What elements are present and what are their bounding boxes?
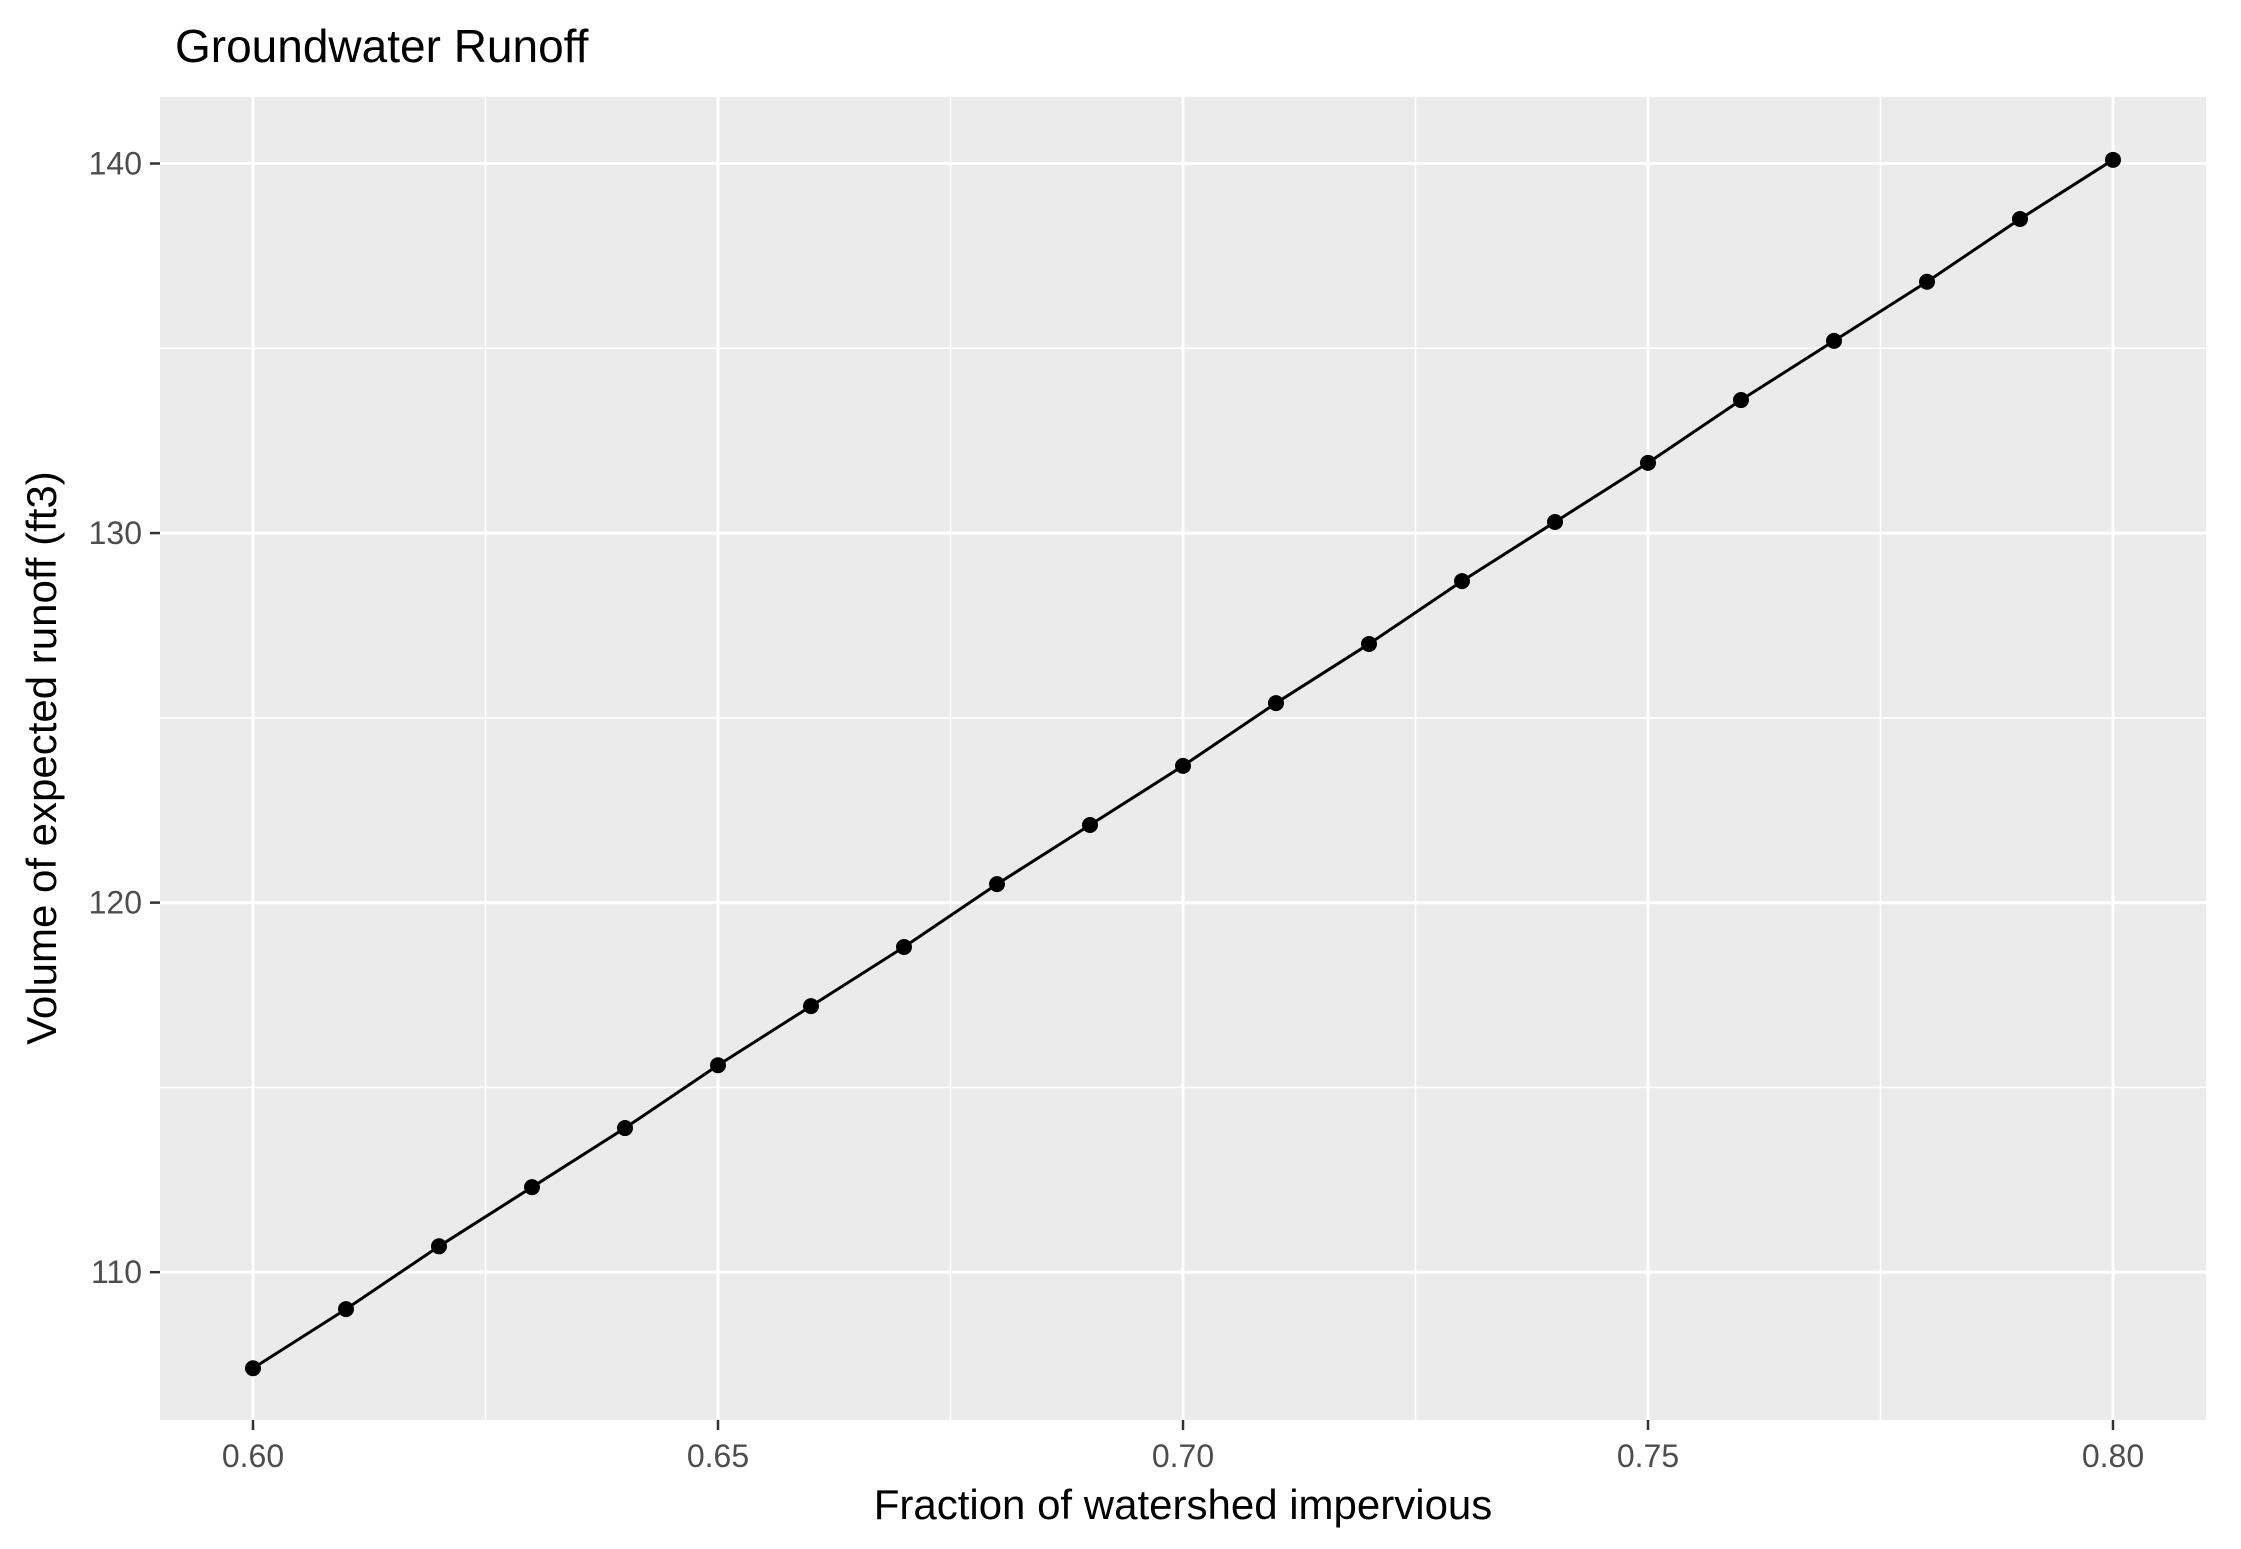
x-tick-label: 0.80 — [2082, 1438, 2144, 1474]
x-tick-label: 0.70 — [1152, 1438, 1214, 1474]
data-point — [1454, 573, 1470, 590]
y-tick-label: 140 — [89, 146, 142, 182]
data-point — [2105, 151, 2121, 168]
data-point — [803, 998, 819, 1015]
data-point — [1268, 695, 1284, 712]
data-point — [524, 1179, 540, 1196]
chart-title: Groundwater Runoff — [175, 20, 589, 72]
data-point — [1547, 513, 1563, 530]
x-tick-label: 0.75 — [1617, 1438, 1679, 1474]
data-point — [617, 1120, 633, 1137]
data-point — [2012, 210, 2028, 227]
data-point — [1361, 635, 1377, 652]
data-point — [245, 1360, 261, 1377]
x-tick-label: 0.65 — [687, 1438, 749, 1474]
y-axis: 110 120 130 140 — [89, 146, 160, 1290]
data-point — [1640, 454, 1656, 471]
x-axis: 0.60 0.65 0.70 0.75 0.80 — [222, 1420, 2144, 1474]
data-point — [989, 876, 1005, 893]
x-tick-label: 0.60 — [222, 1438, 284, 1474]
data-point — [1919, 273, 1935, 290]
data-point — [1733, 392, 1749, 409]
data-point — [710, 1057, 726, 1074]
data-point — [1082, 817, 1098, 834]
data-point — [1826, 332, 1842, 349]
data-point — [1175, 757, 1191, 774]
data-point — [896, 938, 912, 955]
y-tick-label: 120 — [89, 885, 142, 921]
data-point — [338, 1301, 354, 1318]
data-series — [245, 151, 2121, 1377]
y-tick-label: 110 — [91, 1254, 142, 1290]
y-axis-title: Volume of expected runoff (ft3) — [18, 471, 65, 1045]
x-axis-title: Fraction of watershed impervious — [874, 1481, 1493, 1528]
data-point — [431, 1238, 447, 1255]
y-tick-label: 130 — [89, 515, 142, 551]
